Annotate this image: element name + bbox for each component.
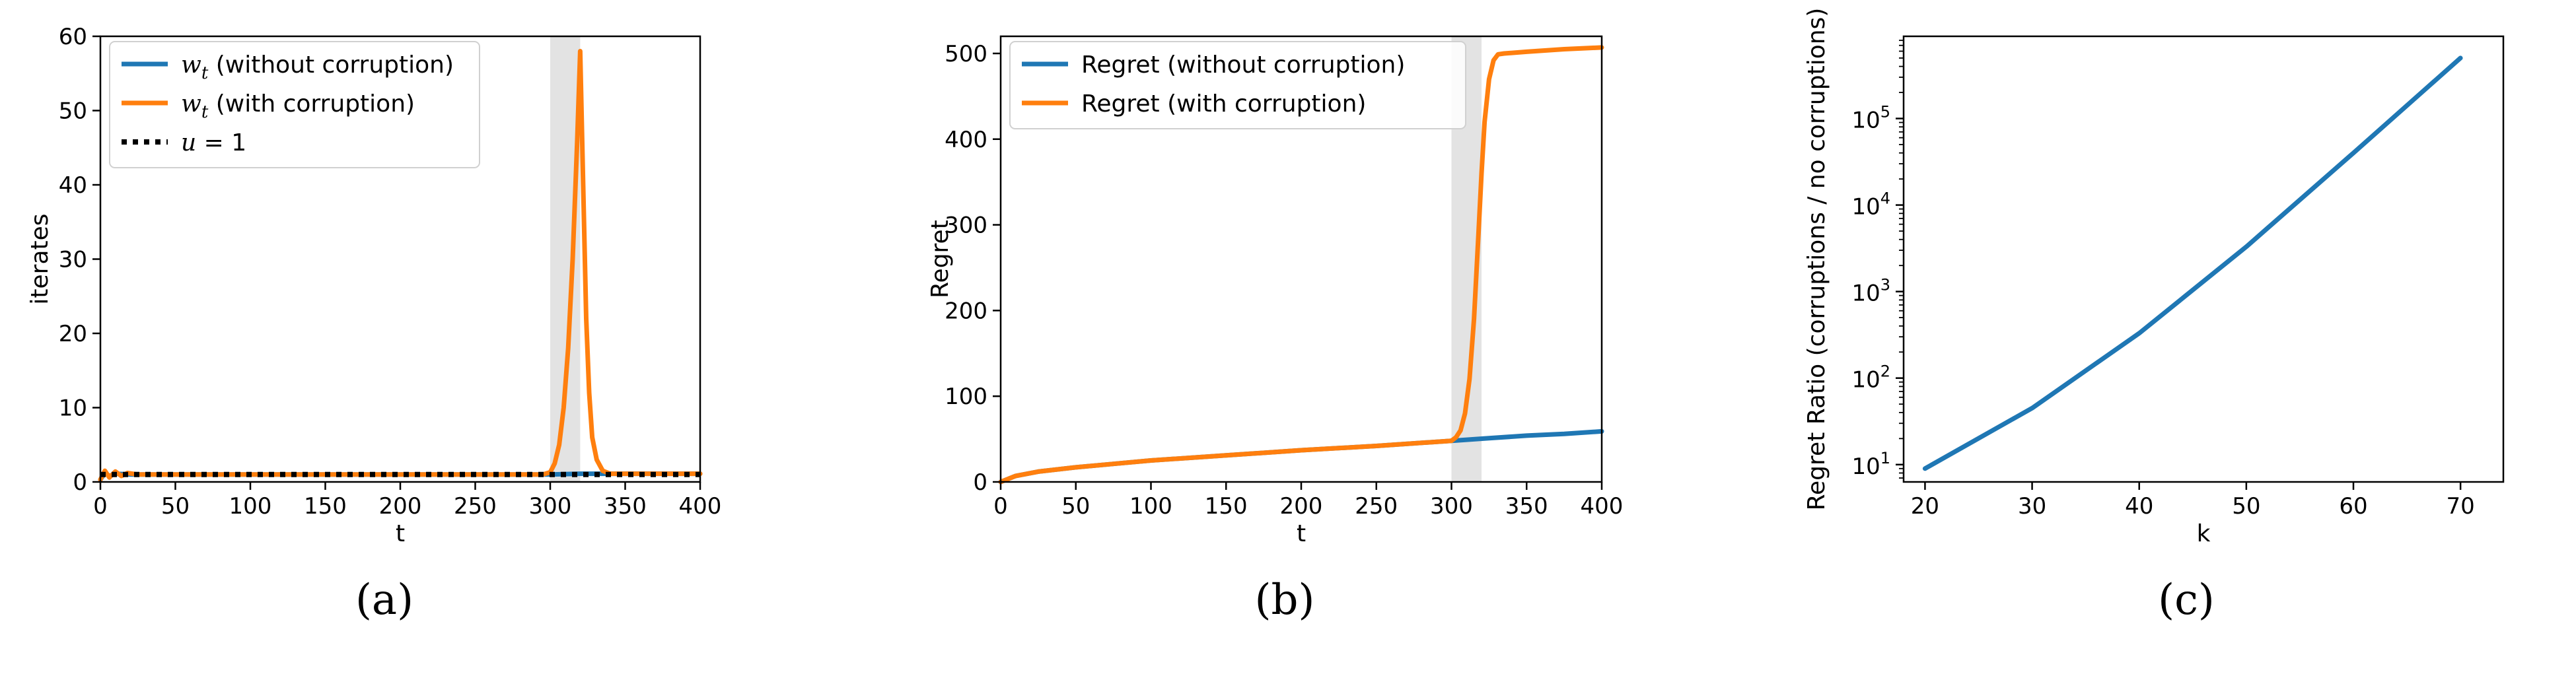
x-tick-label: 350	[604, 493, 647, 520]
y-axis-title: Regret Ratio (corruptions / no corruptio…	[1803, 8, 1830, 511]
y-tick-label: 200	[945, 298, 987, 324]
y-tick-label: 103	[1851, 276, 1890, 307]
y-tick-base: 10	[1851, 108, 1880, 134]
x-tick-label: 100	[229, 493, 272, 520]
legend-label: Regret (without corruption)	[1081, 51, 1405, 79]
x-tick-label: 100	[1129, 493, 1172, 520]
shaded-region	[550, 36, 581, 482]
series-line-0	[1922, 55, 2463, 471]
series-line-0	[998, 428, 1604, 485]
legend-box	[1009, 41, 1466, 129]
y-axis-title: Regret	[927, 220, 954, 298]
y-tick-exponent: 3	[1880, 276, 1890, 294]
x-tick-label: 50	[1061, 493, 1090, 520]
x-tick-label: 300	[1430, 493, 1473, 520]
chart-panel-a: 0 50 100 150 200 250 300 350 400 0 10 20 30 40 50 60 t it…	[26, 24, 721, 625]
y-tick-base: 10	[1851, 454, 1880, 480]
x-tick-label: 250	[1355, 493, 1398, 520]
x-tick-label: 0	[93, 493, 108, 520]
y-tick-base: 10	[1851, 367, 1880, 393]
y-tick-label: 500	[945, 41, 987, 67]
x-tick-label: 350	[1505, 493, 1548, 520]
panel-caption: (c)	[2158, 576, 2215, 625]
y-tick-base: 10	[1851, 194, 1880, 220]
y-tick-label: 60	[59, 24, 87, 50]
chart-panel-b: 0 50 100 150 200 250 300 350 400 0 100 200 300 400 500…	[927, 35, 1624, 625]
y-tick-label: 105	[1851, 103, 1890, 134]
x-tick-label: 300	[529, 493, 572, 520]
legend-symbol: w	[181, 51, 201, 79]
y-axis-title: iterates	[26, 213, 54, 304]
y-tick-label: 50	[59, 98, 87, 125]
plot-frame	[1902, 35, 2505, 483]
y-tick-label: 30	[59, 247, 87, 273]
y-tick-label: 0	[73, 469, 87, 496]
y-tick-label: 10	[59, 395, 87, 422]
legend-subscript: t	[201, 63, 209, 83]
x-axis-title: t	[1297, 520, 1306, 547]
y-tick-label: 40	[59, 172, 87, 199]
y-tick-label: 20	[59, 321, 87, 347]
y-tick-base: 10	[1851, 281, 1880, 307]
legend-label: wt (with corruption)	[181, 90, 415, 122]
legend-symbol: u	[181, 129, 196, 156]
y-tick-label: 100	[945, 384, 987, 410]
x-axis-title: t	[396, 520, 405, 547]
y-tick-exponent: 1	[1880, 449, 1890, 467]
legend-subscript: t	[201, 102, 209, 122]
y-tick-exponent: 5	[1880, 103, 1890, 121]
y-tick-exponent: 4	[1880, 189, 1890, 208]
x-tick-label: 200	[1280, 493, 1323, 520]
legend-box	[109, 41, 480, 168]
x-tick-label: 20	[1911, 493, 1939, 520]
x-tick-label: 150	[304, 493, 347, 520]
legend-label: u = 1	[181, 129, 246, 156]
legend-rest: (with corruption)	[208, 90, 415, 118]
x-tick-label: 250	[454, 493, 497, 520]
y-tick-label: 101	[1851, 449, 1890, 480]
y-tick-label: 0	[973, 469, 987, 496]
y-tick-label: 400	[945, 127, 987, 153]
x-tick-label: 60	[2339, 493, 2367, 520]
y-tick-exponent: 2	[1880, 362, 1890, 381]
panel-caption: (a)	[355, 576, 413, 625]
x-tick-label: 400	[1581, 493, 1624, 520]
legend-rest: = 1	[196, 129, 246, 156]
legend-symbol: w	[181, 90, 201, 118]
x-tick-label: 400	[679, 493, 722, 520]
y-tick-label: 300	[945, 213, 987, 239]
x-axis-title: k	[2197, 520, 2211, 547]
legend-label: Regret (with corruption)	[1081, 90, 1366, 118]
y-tick-label: 102	[1851, 362, 1890, 393]
panel-caption: (b)	[1255, 576, 1315, 625]
x-tick-label: 40	[2125, 493, 2153, 520]
x-tick-label: 30	[2018, 493, 2046, 520]
x-tick-label: 150	[1205, 493, 1248, 520]
x-tick-label: 50	[2232, 493, 2260, 520]
x-tick-label: 200	[379, 493, 422, 520]
legend-label: wt (without corruption)	[181, 51, 454, 83]
x-tick-label: 0	[993, 493, 1008, 520]
x-tick-label: 50	[161, 493, 190, 520]
y-tick-label: 104	[1851, 189, 1890, 220]
series-line-1	[998, 45, 1604, 485]
x-tick-label: 70	[2447, 493, 2475, 520]
legend-rest: (without corruption)	[208, 51, 454, 79]
